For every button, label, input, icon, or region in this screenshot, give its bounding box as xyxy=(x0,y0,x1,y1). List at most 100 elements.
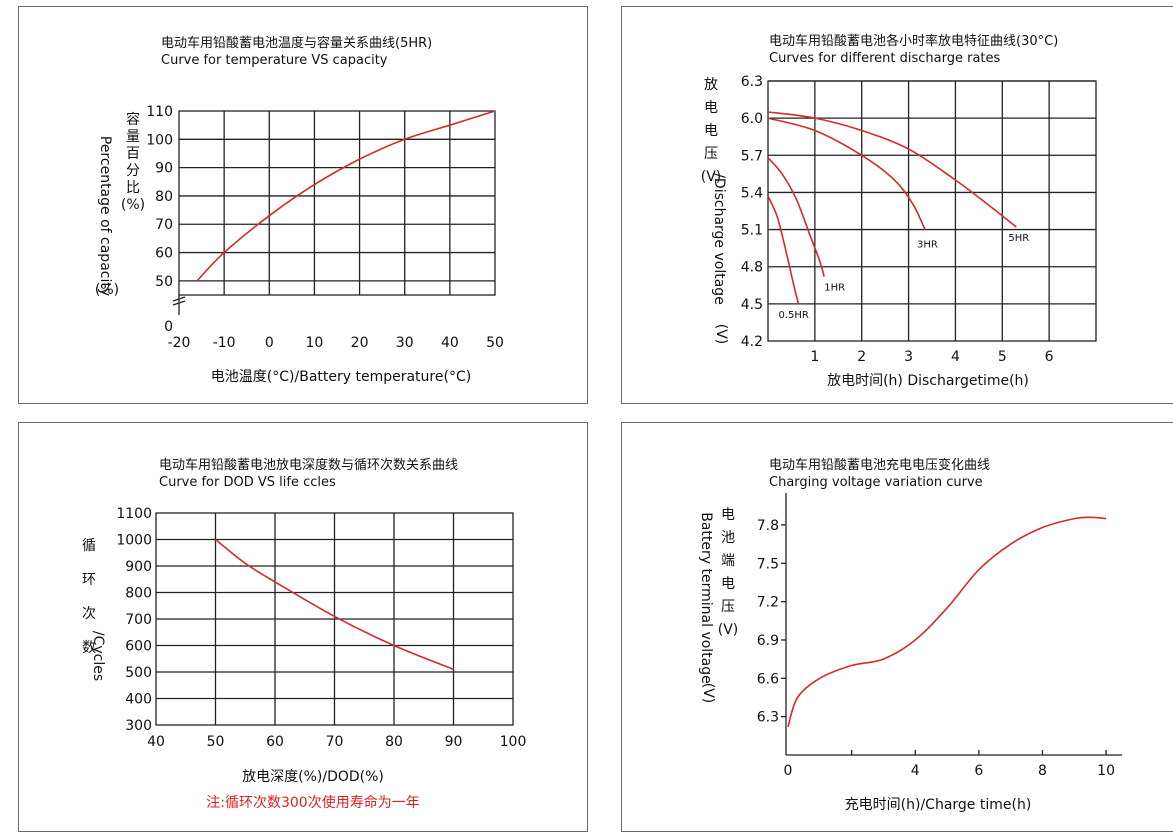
chart-subtitle: Charging voltage variation curve xyxy=(769,475,983,490)
x-tick-label: 4 xyxy=(911,763,920,779)
chart-panel-temperature-capacity: 电动车用铅酸蓄电池温度与容量关系曲线(5HR) Curve for temper… xyxy=(18,6,588,404)
chart-panel-dod-cycles: 电动车用铅酸蓄电池放电深度数与循环次数关系曲线 Curve for DOD VS… xyxy=(18,422,588,832)
y-axis-label-char: 环 xyxy=(82,572,96,588)
x-tick-label: 40 xyxy=(147,734,165,750)
plot-frame xyxy=(767,80,1097,342)
y-axis-label-char: 量 xyxy=(126,129,140,145)
y-axis-label-char: 放 xyxy=(704,77,718,93)
y-axis-label-unit: (%) xyxy=(95,282,119,298)
y-axis-label-char: 电 xyxy=(704,123,718,139)
series-label: 5HR xyxy=(1008,233,1029,244)
y-axis-label-char: (V) xyxy=(701,169,722,185)
y-tick-label: 700 xyxy=(125,612,152,628)
y-axis-label-char: 端 xyxy=(721,553,735,569)
series-label: 3HR xyxy=(917,240,938,251)
y-tick-label: 100 xyxy=(146,132,173,148)
y-tick-label: 50 xyxy=(155,274,173,290)
discharge-rates-chart: 电动车用铅酸蓄电池各小时率放电特征曲线(30°C) Curves for dif… xyxy=(701,33,1097,389)
chart-title: 电动车用铅酸蓄电池充电电压变化曲线 xyxy=(769,457,990,473)
y-axis-label-char: 电 xyxy=(721,576,735,592)
y-tick-label: 6.0 xyxy=(741,111,763,127)
y-tick-label: 1100 xyxy=(116,506,152,522)
x-tick-label: 0 xyxy=(784,763,793,779)
cycle-note: 注:循环次数300次使用寿命为一年 xyxy=(206,794,419,811)
capacity-curve xyxy=(196,110,496,282)
x-tick-label: 90 xyxy=(445,734,463,750)
chart-subtitle: Curve for DOD VS life ccles xyxy=(159,475,336,490)
y-tick-label: 90 xyxy=(155,161,173,177)
y-axis-label-en: Percentage of capacity xyxy=(97,136,113,296)
x-tick-label: 100 xyxy=(500,734,527,750)
y-axis-label-char: 容 xyxy=(126,111,140,128)
y-tick-label: 6.6 xyxy=(757,671,779,687)
y-axis-label-char: 池 xyxy=(721,530,735,546)
y-tick-label: 500 xyxy=(125,665,152,681)
y-axis-label-unit: (V) xyxy=(713,324,729,345)
charging-voltage-chart: 电动车用铅酸蓄电池充电电压变化曲线 Charging voltage varia… xyxy=(698,457,1122,813)
y-axis-label-char: 压 xyxy=(704,146,718,162)
y-axis-label-char: 比 xyxy=(126,180,140,196)
y-tick-label: 4.5 xyxy=(741,297,763,313)
charging-voltage-curve xyxy=(787,516,1107,728)
y-axis-label-char: (%) xyxy=(121,197,145,213)
x-tick-label: 50 xyxy=(207,734,225,750)
chart-subtitle: Curve for temperature VS capacity xyxy=(161,53,388,68)
x-tick-label: -10 xyxy=(213,335,236,351)
y-axis-label-en: /Cycles xyxy=(90,631,106,681)
y-axis-label-char: 次 xyxy=(82,606,96,622)
y-tick-label: 900 xyxy=(125,559,152,575)
x-axis-label: 放电时间(h) Dischargetime(h) xyxy=(827,373,1029,389)
x-tick-label: 6 xyxy=(974,763,983,779)
y-tick-label: 800 xyxy=(125,586,152,602)
discharge-curve-5hr xyxy=(767,111,1017,228)
temperature-capacity-chart: 电动车用铅酸蓄电池温度与容量关系曲线(5HR) Curve for temper… xyxy=(95,35,504,385)
x-tick-label: -20 xyxy=(168,335,191,351)
y-tick-label: 600 xyxy=(125,639,152,655)
y-tick-label: 70 xyxy=(155,217,173,233)
series-label: 0.5HR xyxy=(778,310,808,321)
y-axis-label-en: /Discharge voltage xyxy=(711,173,727,305)
chart-title: 电动车用铅酸蓄电池放电深度数与循环次数关系曲线 xyxy=(159,457,458,473)
chart-panel-discharge-rates: 电动车用铅酸蓄电池各小时率放电特征曲线(30°C) Curves for dif… xyxy=(621,6,1173,404)
x-tick-label: 20 xyxy=(351,335,369,351)
y-tick-label: 7.2 xyxy=(757,595,779,611)
y-tick-label: 5.1 xyxy=(741,223,763,239)
y-tick-label: 6.3 xyxy=(741,74,763,90)
y-axis-label-char: (V) xyxy=(718,622,739,638)
y-axis-label-unit: (V) xyxy=(700,683,716,704)
y-axis-label-char: 压 xyxy=(721,599,735,615)
y-tick-label: 300 xyxy=(125,718,152,734)
x-tick-label: 40 xyxy=(441,335,459,351)
y-tick-label: 110 xyxy=(146,104,173,120)
x-tick-label: 0 xyxy=(265,335,274,351)
x-tick-label: 60 xyxy=(266,734,284,750)
y-tick-label: 4.2 xyxy=(741,334,763,350)
y-tick-label: 7.5 xyxy=(757,556,779,572)
y-tick-label: 0 xyxy=(164,319,173,335)
x-tick-label: 8 xyxy=(1038,763,1047,779)
cycles-curve xyxy=(215,538,454,671)
plot-frame xyxy=(178,110,496,296)
discharge-curve-3hr xyxy=(767,117,926,230)
x-tick-label: 1 xyxy=(810,349,819,365)
y-axis-label-char: 电 xyxy=(704,100,718,116)
y-axis-label-cn: 循环次数 xyxy=(82,538,96,656)
chart-subtitle: Curves for different discharge rates xyxy=(769,51,1001,66)
y-tick-label: 80 xyxy=(155,189,173,205)
dod-cycles-chart: 电动车用铅酸蓄电池放电深度数与循环次数关系曲线 Curve for DOD VS… xyxy=(82,457,527,811)
x-tick-label: 3 xyxy=(904,349,913,365)
discharge-curve-1hr xyxy=(767,157,825,277)
y-tick-label: 6.9 xyxy=(757,633,779,649)
y-tick-label: 5.7 xyxy=(741,148,763,164)
y-tick-label: 6.3 xyxy=(757,710,779,726)
y-tick-label: 400 xyxy=(125,692,152,708)
axis-break-mark xyxy=(172,296,186,306)
y-axis-label-en: Battery terminal voltage xyxy=(698,512,714,684)
x-tick-label: 50 xyxy=(486,335,504,351)
y-tick-label: 4.8 xyxy=(741,260,763,276)
x-axis-label: 充电时间(h)/Charge time(h) xyxy=(845,797,1032,813)
y-axis-label-char: 数 xyxy=(82,640,96,656)
